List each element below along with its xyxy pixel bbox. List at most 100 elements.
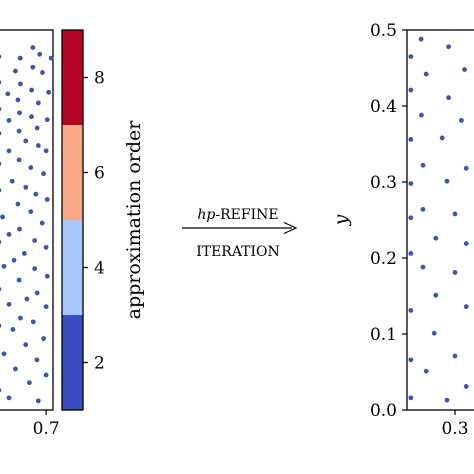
left-point <box>23 342 29 348</box>
right-point <box>423 368 429 374</box>
right-point <box>419 112 424 118</box>
left-point <box>26 380 32 386</box>
right-point <box>408 137 414 142</box>
right-point <box>463 241 469 246</box>
left-point <box>0 131 2 136</box>
left-plot-frame <box>0 29 54 411</box>
right-point <box>452 353 458 359</box>
refine-arrow-annotation: hp-REFINE ITERATION <box>182 207 298 260</box>
left-point <box>9 178 15 184</box>
arrow-head <box>283 221 298 235</box>
right-y-axis-label: y <box>330 214 352 226</box>
left-point <box>28 209 34 215</box>
right-point <box>408 357 414 363</box>
right-y-tick-label: 0.4 <box>370 97 397 117</box>
left-point <box>35 100 41 106</box>
colorbar: 2 4 6 8 approximation order <box>61 29 145 411</box>
left-point <box>10 327 16 332</box>
right-point <box>408 54 414 59</box>
left-point <box>0 388 2 393</box>
left-point <box>1 351 7 357</box>
right-point <box>446 44 451 50</box>
right-point <box>444 397 450 403</box>
arrow-label-italic: hp <box>197 207 215 223</box>
left-point <box>1 263 7 269</box>
colorbar-tick-label: 8 <box>94 69 105 89</box>
left-point <box>33 191 39 197</box>
right-point <box>420 206 426 212</box>
colorbar-ticks: 2 4 6 8 <box>83 69 105 374</box>
left-point <box>16 157 22 163</box>
left-point <box>39 220 45 226</box>
left-point <box>41 171 47 177</box>
right-y-tick-label: 0.5 <box>370 21 397 41</box>
left-x-ticks: 0.7 <box>33 410 60 439</box>
right-point <box>431 330 437 336</box>
left-point <box>0 323 2 328</box>
left-point <box>44 273 50 279</box>
left-point <box>15 201 21 207</box>
left-point <box>30 319 36 325</box>
left-point <box>6 232 12 237</box>
left-x-tick-label: 0.7 <box>33 419 60 439</box>
left-point <box>37 51 43 57</box>
left-point <box>48 55 54 61</box>
left-panel: 0.7 <box>0 29 60 439</box>
right-y-tick-label: 0.2 <box>370 249 397 269</box>
left-point <box>30 64 36 70</box>
left-point <box>43 372 49 378</box>
left-point <box>43 244 49 250</box>
right-point <box>408 308 414 313</box>
colorbar-band <box>62 125 83 220</box>
right-point <box>420 162 426 168</box>
left-point <box>34 290 40 296</box>
right-point <box>446 95 451 101</box>
colorbar-band <box>62 30 83 125</box>
right-point <box>408 215 414 221</box>
arrow-label-top-rest: -REFINE <box>215 207 278 223</box>
right-point <box>433 235 439 241</box>
colorbar-band <box>62 315 83 410</box>
right-point <box>463 165 469 171</box>
left-point <box>43 148 49 154</box>
left-point <box>17 226 22 232</box>
right-point <box>433 292 439 298</box>
right-point <box>452 270 458 275</box>
right-point <box>408 251 414 256</box>
left-point <box>15 97 21 103</box>
colorbar-frame <box>61 29 84 411</box>
right-point <box>463 304 469 310</box>
left-point <box>0 239 2 245</box>
left-point <box>6 395 12 401</box>
arrow-label-bottom: ITERATION <box>196 244 280 260</box>
left-point <box>0 80 2 85</box>
left-point <box>0 188 2 193</box>
left-point <box>0 214 5 220</box>
left-point <box>32 266 38 272</box>
right-point <box>408 395 414 401</box>
left-point <box>29 87 35 93</box>
right-point <box>423 71 429 77</box>
left-point <box>35 398 41 404</box>
right-y-ticks: 0.0 0.1 0.2 0.3 0.4 0.5 <box>370 21 407 421</box>
left-point <box>18 81 23 87</box>
right-point <box>444 178 450 184</box>
right-point <box>408 181 414 186</box>
left-point <box>0 161 2 166</box>
colorbar-label: approximation order <box>123 120 145 320</box>
right-point <box>439 135 445 141</box>
right-x-tick-label: 0.3 <box>441 419 468 439</box>
left-point <box>23 138 29 144</box>
right-point <box>452 211 458 217</box>
left-points <box>0 45 54 404</box>
left-point <box>0 287 2 292</box>
left-point <box>16 128 22 134</box>
left-point <box>11 257 17 263</box>
left-point <box>6 148 12 154</box>
right-panel: 0.0 0.1 0.2 0.3 0.4 0.5 0.3 y <box>330 21 474 439</box>
left-point <box>6 301 12 307</box>
left-point <box>30 45 36 50</box>
right-y-tick-label: 0.1 <box>370 325 397 345</box>
right-plot-frame <box>406 29 474 411</box>
